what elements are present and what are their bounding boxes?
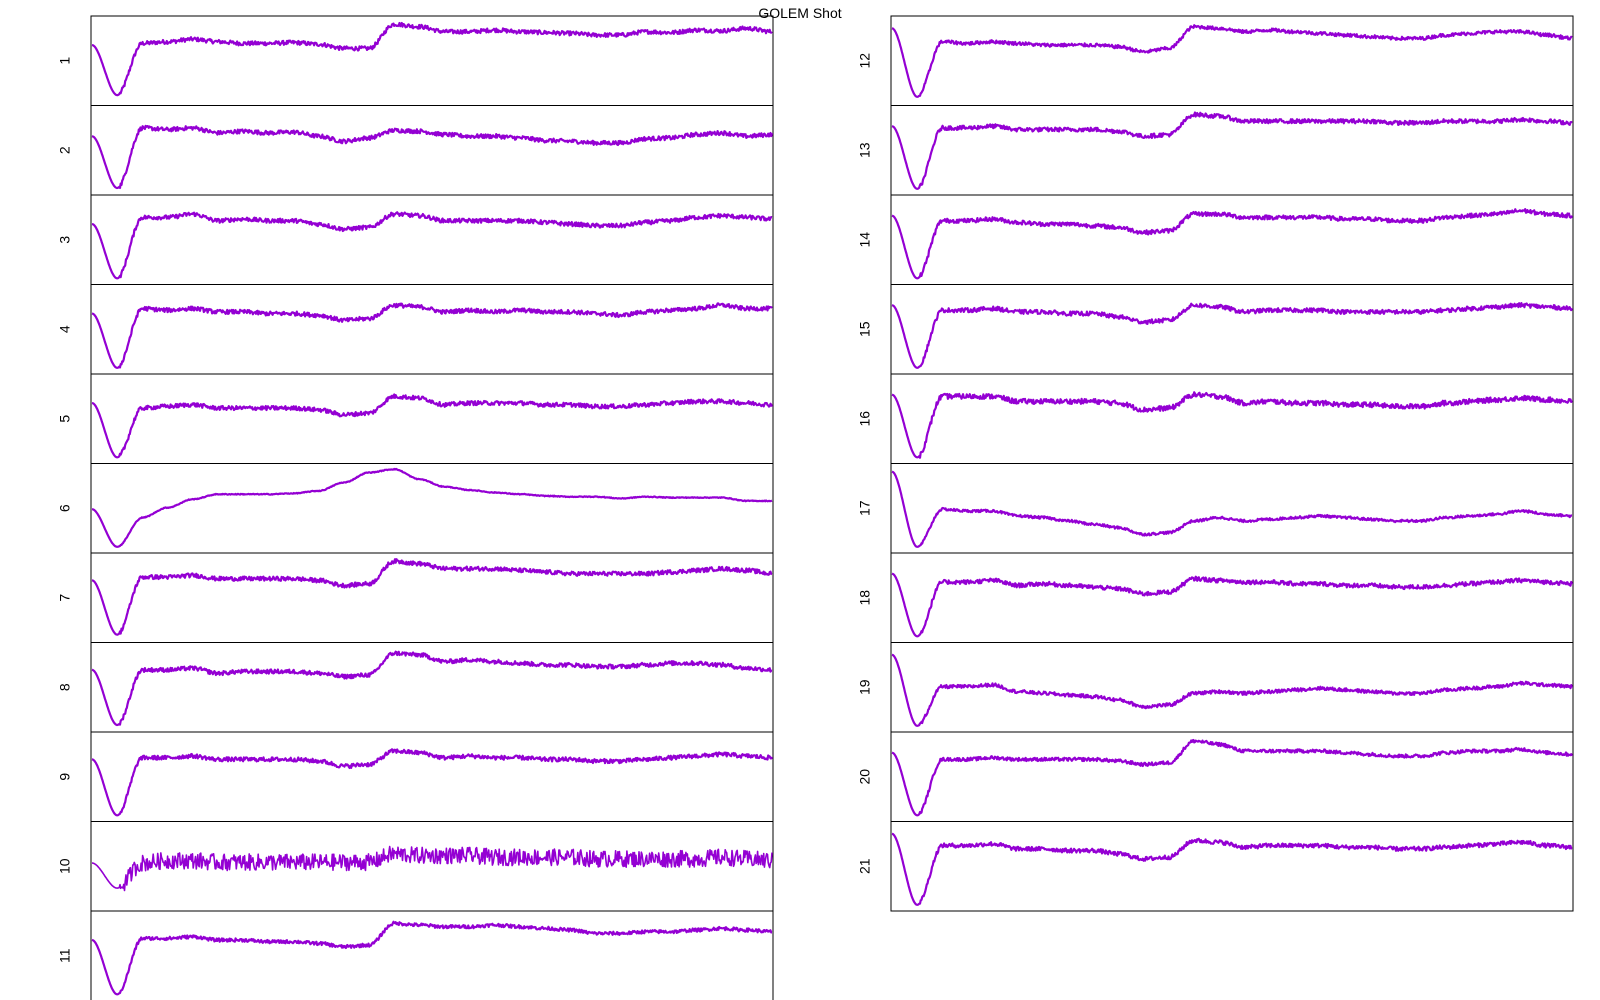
panel-trace: [92, 845, 773, 892]
panel-11: 11: [57, 910, 774, 1000]
panel-trace: [91, 21, 773, 97]
panel-label: 8: [57, 683, 73, 691]
panel-trace: [891, 391, 1573, 459]
panel-label: 15: [857, 321, 873, 337]
panel-trace: [91, 748, 773, 817]
panel-label: 18: [857, 590, 873, 606]
panel-trace: [891, 470, 1573, 548]
panel-label: 16: [857, 411, 873, 427]
panel-label: 3: [57, 236, 73, 244]
panel-trace: [891, 572, 1574, 638]
panel-trace: [891, 111, 1573, 190]
panel-label: 2: [57, 146, 73, 154]
panel-trace: [891, 24, 1573, 98]
panel-trace: [91, 920, 773, 996]
panel-label: 5: [57, 415, 73, 423]
panel-label: 4: [57, 325, 73, 333]
panel-trace: [91, 124, 774, 190]
panel-label: 9: [57, 773, 73, 781]
panel-trace: [891, 653, 1574, 727]
panel-trace: [891, 832, 1573, 906]
panel-trace: [91, 558, 773, 636]
panel-trace: [891, 208, 1573, 280]
panel-label: 10: [57, 858, 73, 874]
panel-label: 11: [57, 948, 73, 963]
figure-title: GOLEM Shot: [758, 5, 841, 21]
panel-frame: [90, 910, 774, 1000]
panel-trace: [91, 302, 773, 369]
panel-label: 6: [57, 504, 73, 512]
panel-trace: [91, 650, 773, 727]
panel-frame: [890, 821, 1574, 912]
panel-trace: [891, 302, 1574, 369]
panel-label: 19: [857, 679, 873, 695]
panel-trace: [91, 211, 773, 280]
panel-label: 14: [857, 232, 873, 248]
panel-label: 13: [857, 142, 873, 158]
panel-trace: [91, 467, 773, 548]
panel-label: 17: [857, 500, 873, 516]
panel-label: 21: [857, 858, 873, 874]
panel-trace: [91, 393, 773, 459]
panel-21: 21: [857, 821, 1574, 912]
panel-trace: [891, 738, 1573, 817]
panel-label: 1: [57, 57, 73, 65]
panel-label: 7: [57, 594, 73, 602]
panel-label: 12: [857, 53, 873, 69]
panel-label: 20: [857, 769, 873, 785]
